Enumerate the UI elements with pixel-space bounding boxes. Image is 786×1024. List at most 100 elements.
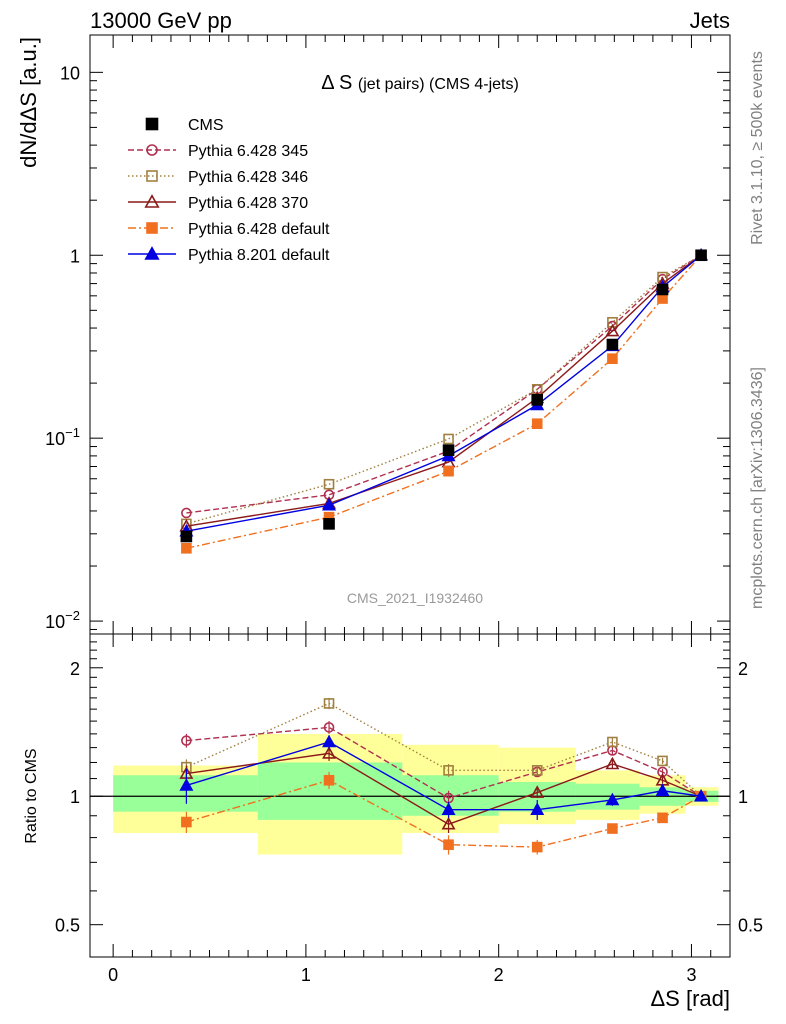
uncertainty-band-inner xyxy=(257,762,403,820)
ratio-y-tick-label-right: 1 xyxy=(738,787,748,807)
legend-marker xyxy=(144,246,160,260)
mcplots-label: mcplots.cern.ch [arXiv:1306.3436] xyxy=(749,367,766,609)
data-point xyxy=(443,465,454,477)
series-line xyxy=(186,254,702,527)
legend-label: Pythia 6.428 default xyxy=(188,221,330,238)
ratio-point xyxy=(441,802,456,815)
y-tick-label-base: 10 xyxy=(60,63,80,83)
legend-entry: Pythia 6.428 default xyxy=(128,221,330,238)
series-1 xyxy=(181,249,707,519)
y-tick-label: 10 xyxy=(60,63,80,83)
ratio-point xyxy=(605,756,620,770)
ratio-point xyxy=(323,722,335,733)
data-point xyxy=(323,478,335,490)
ratio-point xyxy=(181,816,192,828)
ratio-point xyxy=(181,735,192,746)
series-line xyxy=(186,254,702,549)
series-2 xyxy=(181,249,707,530)
data-point xyxy=(607,353,618,364)
legend-label: Pythia 8.201 default xyxy=(188,247,330,264)
ratio-point xyxy=(657,766,668,778)
ratio-point xyxy=(323,698,335,709)
data-point xyxy=(695,249,707,262)
header-energy-label: 13000 GeV pp xyxy=(90,8,232,33)
legend-label: Pythia 6.428 345 xyxy=(188,143,308,160)
legend-entry: CMS xyxy=(145,117,224,134)
ratio-point xyxy=(530,802,545,815)
ratio-point xyxy=(655,783,670,797)
data-point xyxy=(656,283,669,296)
ratio-y-tick-label-left: 2 xyxy=(70,659,80,679)
ratio-point xyxy=(322,746,337,759)
data-point xyxy=(657,293,668,304)
ratio-y-tick-label-right: 0.5 xyxy=(738,916,763,936)
ratio-point xyxy=(443,765,454,776)
ratio-point xyxy=(657,812,668,824)
legend-label: Pythia 6.428 346 xyxy=(188,169,308,186)
data-point xyxy=(322,497,337,511)
series-5 xyxy=(179,247,709,537)
analysis-watermark: CMS_2021_I1932460 xyxy=(347,590,483,606)
ratio-point xyxy=(657,755,668,767)
legend-entry: Pythia 8.201 default xyxy=(128,246,330,264)
legend-entry: Pythia 6.428 345 xyxy=(128,143,308,160)
chart-title-main: Δ S xyxy=(321,72,358,94)
ratio-point xyxy=(443,839,454,850)
data-point xyxy=(606,338,619,351)
chart-title-sub: (jet pairs) (CMS 4-jets) xyxy=(358,76,519,93)
y-tick-label-base: 10 xyxy=(45,612,65,632)
y-tick-label: 1 xyxy=(70,246,80,266)
ratio-point xyxy=(607,823,618,834)
data-point xyxy=(180,530,193,543)
ratio-panel: 0.5 0.5 1 1 2 2 0 1 2 3 Ratio to CMS ΔS [rad] xyxy=(23,633,763,1011)
data-point xyxy=(181,507,192,519)
data-point xyxy=(181,542,192,554)
legend-marker xyxy=(146,170,158,182)
x-tick-label: 2 xyxy=(494,965,504,985)
ratio-point xyxy=(605,792,620,806)
y-tick-label-base: 1 xyxy=(70,246,80,266)
legend-marker xyxy=(145,117,159,131)
y-tick-label-exponent: −1 xyxy=(65,425,80,440)
ratio-point xyxy=(323,774,335,786)
ratio-point xyxy=(179,778,194,791)
series-line xyxy=(186,254,702,532)
chart-title: Δ S (jet pairs) (CMS 4-jets) xyxy=(321,72,519,94)
legend-label: Pythia 6.428 370 xyxy=(188,195,308,212)
ratio-point xyxy=(322,734,337,748)
legend-entry: Pythia 6.428 346 xyxy=(128,169,308,186)
legend-label: CMS xyxy=(188,117,224,134)
ratio-point xyxy=(607,736,618,748)
y-tick-label: 10−2 xyxy=(45,608,80,632)
series-0 xyxy=(180,249,707,543)
ratio-point xyxy=(531,765,543,776)
x-tick-label: 0 xyxy=(108,965,118,985)
data-point xyxy=(605,323,620,337)
data-point xyxy=(443,433,454,445)
rivet-version-label: Rivet 3.1.10, ≥ 500k events xyxy=(749,51,766,245)
x-tick-label: 1 xyxy=(301,965,311,985)
y-tick-label: 10−1 xyxy=(45,425,80,449)
ratio-frame xyxy=(89,633,731,958)
data-point xyxy=(531,394,544,406)
data-point xyxy=(323,518,335,530)
x-tick-label: 3 xyxy=(686,965,696,985)
series-4 xyxy=(181,249,707,554)
ratio-y-tick-label-right: 2 xyxy=(738,659,748,679)
x-axis-label: ΔS [rad] xyxy=(650,986,730,1011)
legend-marker xyxy=(146,222,158,234)
data-point xyxy=(442,444,455,456)
ratio-y-axis-label: Ratio to CMS xyxy=(23,748,40,843)
series-3 xyxy=(179,247,709,532)
legend-entry: Pythia 6.428 370 xyxy=(128,194,308,212)
ratio-point xyxy=(530,785,545,798)
ratio-series-4 xyxy=(179,734,709,820)
y-tick-label-exponent: −2 xyxy=(65,608,80,623)
ratio-point xyxy=(694,788,709,802)
series-line xyxy=(186,254,702,525)
ratio-point xyxy=(531,841,543,853)
legend-marker xyxy=(146,144,158,156)
y-tick-label-base: 10 xyxy=(45,429,65,449)
